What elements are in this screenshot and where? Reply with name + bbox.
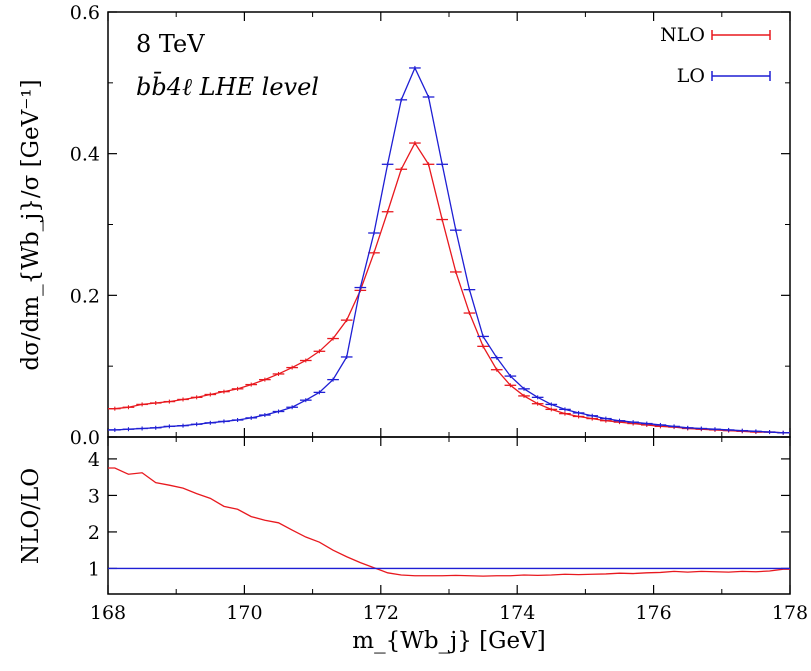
ratio-y-tick-label: 1 <box>88 558 100 580</box>
main-series-line-0 <box>108 141 790 434</box>
ratio-y-tick-label: 3 <box>88 485 100 507</box>
main-y-tick-label: 0.2 <box>70 285 100 307</box>
legend: NLO LO <box>660 24 771 87</box>
x-tick-label: 174 <box>499 602 535 624</box>
x-axis-title: m_{Wb_j} [GeV] <box>352 628 545 654</box>
main-y-tick-label: 0.4 <box>70 144 100 166</box>
x-tick-label: 170 <box>226 602 262 624</box>
main-y-axis-title: dσ/dm_{Wb_j}/σ [GeV⁻¹] <box>18 79 44 370</box>
ratio-series-line-0 <box>108 467 790 577</box>
x-tick-label: 168 <box>90 602 126 624</box>
ratio-series <box>108 467 790 577</box>
annotation-energy: 8 TeV <box>136 30 205 58</box>
main-y-tick-label: 0.0 <box>70 427 100 449</box>
ratio-y-tick-label: 2 <box>88 522 100 544</box>
main-series <box>108 65 790 435</box>
annotation-sample: bb̄4ℓ LHE level <box>136 72 319 101</box>
x-tick-label: 178 <box>772 602 808 624</box>
main-y-tick-label: 0.6 <box>70 2 100 24</box>
legend-label-lo: LO <box>677 65 705 87</box>
ratio-y-tick-label: 4 <box>88 449 100 471</box>
ratio-plot-frame <box>107 436 791 595</box>
ratio-y-axis-title: NLO/LO <box>18 468 44 564</box>
ratio-ticks: 1 2 3 4 168 170 172 174 176 178 <box>88 437 808 624</box>
legend-label-nlo: NLO <box>660 24 705 46</box>
main-series-line-1 <box>108 66 790 434</box>
x-tick-label: 176 <box>635 602 671 624</box>
x-tick-label: 172 <box>363 602 399 624</box>
